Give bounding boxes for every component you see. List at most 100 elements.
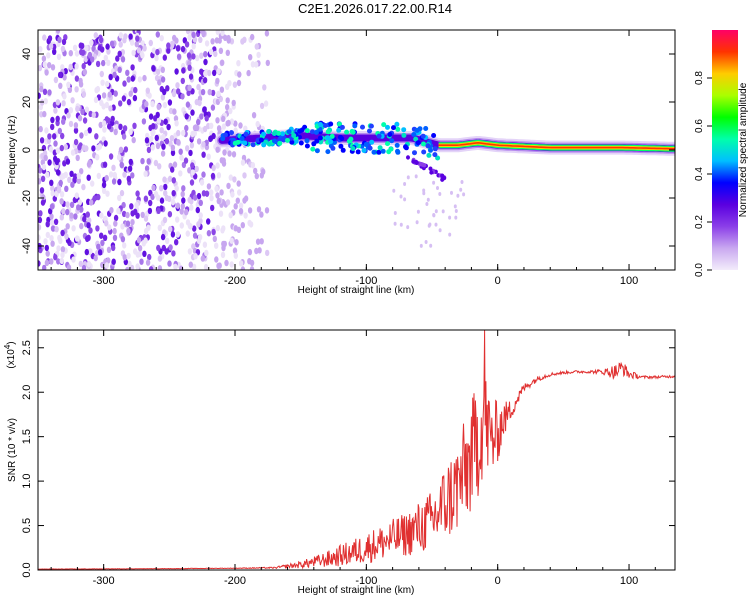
- spectrogram-cell: [44, 127, 49, 134]
- spectrogram-cell: [151, 184, 156, 191]
- spectrogram-cell: [120, 56, 126, 63]
- spectrogram-cell: [121, 210, 127, 218]
- spectrogram-cell: [191, 31, 196, 39]
- spectrogram-cell: [352, 123, 358, 129]
- spectrogram-cell: [66, 81, 71, 89]
- spectrogram-cell: [60, 246, 66, 253]
- spectrogram-cell: [126, 252, 131, 260]
- spectrogram-cell: [42, 264, 47, 270]
- colorbar-gradient: [712, 30, 738, 270]
- spectrogram-cell: [108, 171, 114, 178]
- spectrogram-cell: [188, 223, 193, 230]
- spectrogram-cell: [59, 214, 64, 221]
- spectrogram-cell: [113, 128, 118, 136]
- spectrogram-cell: [239, 136, 245, 141]
- spectrogram-cell: [117, 178, 122, 186]
- colorbar-tick-label: 0.4: [694, 167, 705, 181]
- spectrogram-cell: [191, 53, 196, 60]
- spectrogram-cell: [194, 165, 199, 173]
- spectrogram-cell: [406, 175, 410, 180]
- spectrogram-cell: [167, 99, 173, 106]
- spectrogram-cell: [53, 218, 59, 225]
- spectrogram-cell: [141, 118, 147, 125]
- spectrogram-cell: [236, 60, 241, 67]
- spectrogram-cell: [259, 238, 264, 245]
- spectrogram-cell: [170, 149, 176, 157]
- spectrogram-cell: [39, 85, 44, 93]
- spectrogram-cell: [47, 89, 52, 96]
- spectrogram-cell: [109, 207, 114, 214]
- snr-y-tick-label: 2.5: [21, 340, 33, 355]
- spectrogram-cell: [123, 146, 129, 153]
- spectrogram-cell: [429, 243, 433, 248]
- snr-y-ticks: 0.0 0.5 1.0 1.5 2.0 2.5: [21, 340, 675, 578]
- spectrogram-cell: [113, 220, 118, 227]
- spectrogram-cell: [95, 85, 101, 93]
- spectrogram-cell: [180, 77, 185, 85]
- spectrogram-cell: [211, 164, 216, 172]
- spectrogram-cell: [272, 138, 277, 144]
- spectrogram-cell: [55, 169, 61, 176]
- spectrogram-cell: [235, 197, 240, 204]
- spectrogram-cell: [185, 101, 191, 108]
- spectrogram-cell: [226, 182, 231, 190]
- spectrogram-cell: [38, 92, 41, 99]
- spectrogram-cell: [59, 257, 64, 265]
- spectrogram-cell: [246, 69, 251, 77]
- spectrogram-cell: [209, 189, 214, 196]
- spectrogram-cell: [426, 197, 430, 202]
- spectrogram-cell: [55, 30, 61, 34]
- spectrogram-cell: [38, 216, 43, 224]
- spectrogram-cell: [310, 146, 316, 152]
- spectrogram-cell: [304, 143, 310, 149]
- spectrogram-cell: [164, 138, 170, 145]
- spectrogram-cell: [216, 197, 221, 205]
- spectrogram-cell: [50, 64, 56, 71]
- spectrogram-cell: [155, 68, 161, 76]
- spectrogram-cell: [60, 251, 65, 259]
- spectrogram-cell: [435, 155, 441, 161]
- spectrogram-cell: [187, 167, 192, 174]
- spectrogram-cell: [212, 235, 217, 243]
- spectrogram-cell: [160, 66, 165, 74]
- spectrogram-cell: [76, 177, 82, 184]
- spectrogram-cell: [160, 150, 166, 157]
- spectrogram-cell: [180, 190, 185, 198]
- spectrogram-cell: [112, 171, 118, 179]
- snr-x-tick-label: 0: [495, 575, 501, 587]
- spectrogram-cell: [121, 133, 127, 140]
- spectrogram-cell: [336, 127, 342, 133]
- spectrogram-y-tick-label: 20: [21, 96, 33, 108]
- spectrogram-cell: [174, 120, 179, 127]
- spectrogram-cell: [225, 199, 231, 206]
- spectrogram-cell: [442, 175, 447, 181]
- spectrogram-cell: [164, 248, 169, 255]
- spectrogram-cell: [59, 198, 64, 205]
- spectrogram-cell: [151, 65, 156, 72]
- spectrogram-cell: [249, 266, 255, 270]
- spectrogram-cell: [76, 172, 82, 179]
- spectrogram-cell: [53, 140, 58, 147]
- spectrogram-cell: [88, 227, 93, 234]
- spectrogram-cell: [108, 153, 114, 160]
- spectrogram-cell: [44, 259, 50, 266]
- spectrogram-cell: [198, 199, 203, 207]
- spectrogram-cell: [215, 192, 220, 199]
- spectrogram-cell: [97, 249, 103, 256]
- spectrogram-cell: [78, 260, 84, 268]
- spectrogram-cell: [184, 209, 189, 216]
- spectrogram-cell: [157, 163, 162, 170]
- spectrogram-cell: [39, 137, 45, 144]
- spectrogram-cell: [128, 158, 133, 166]
- spectrogram-cell: [203, 70, 208, 77]
- spectrogram-cell: [179, 154, 184, 161]
- spectrogram-cell: [86, 161, 92, 168]
- snr-y-tick-label: 0.0: [21, 562, 33, 577]
- spectrogram-cell: [157, 79, 162, 86]
- spectrogram-cell: [45, 221, 50, 228]
- spectrogram-cell: [421, 149, 427, 155]
- spectrogram-cell: [150, 100, 155, 108]
- spectrogram-cell: [103, 54, 109, 62]
- spectrogram-cell: [238, 202, 244, 209]
